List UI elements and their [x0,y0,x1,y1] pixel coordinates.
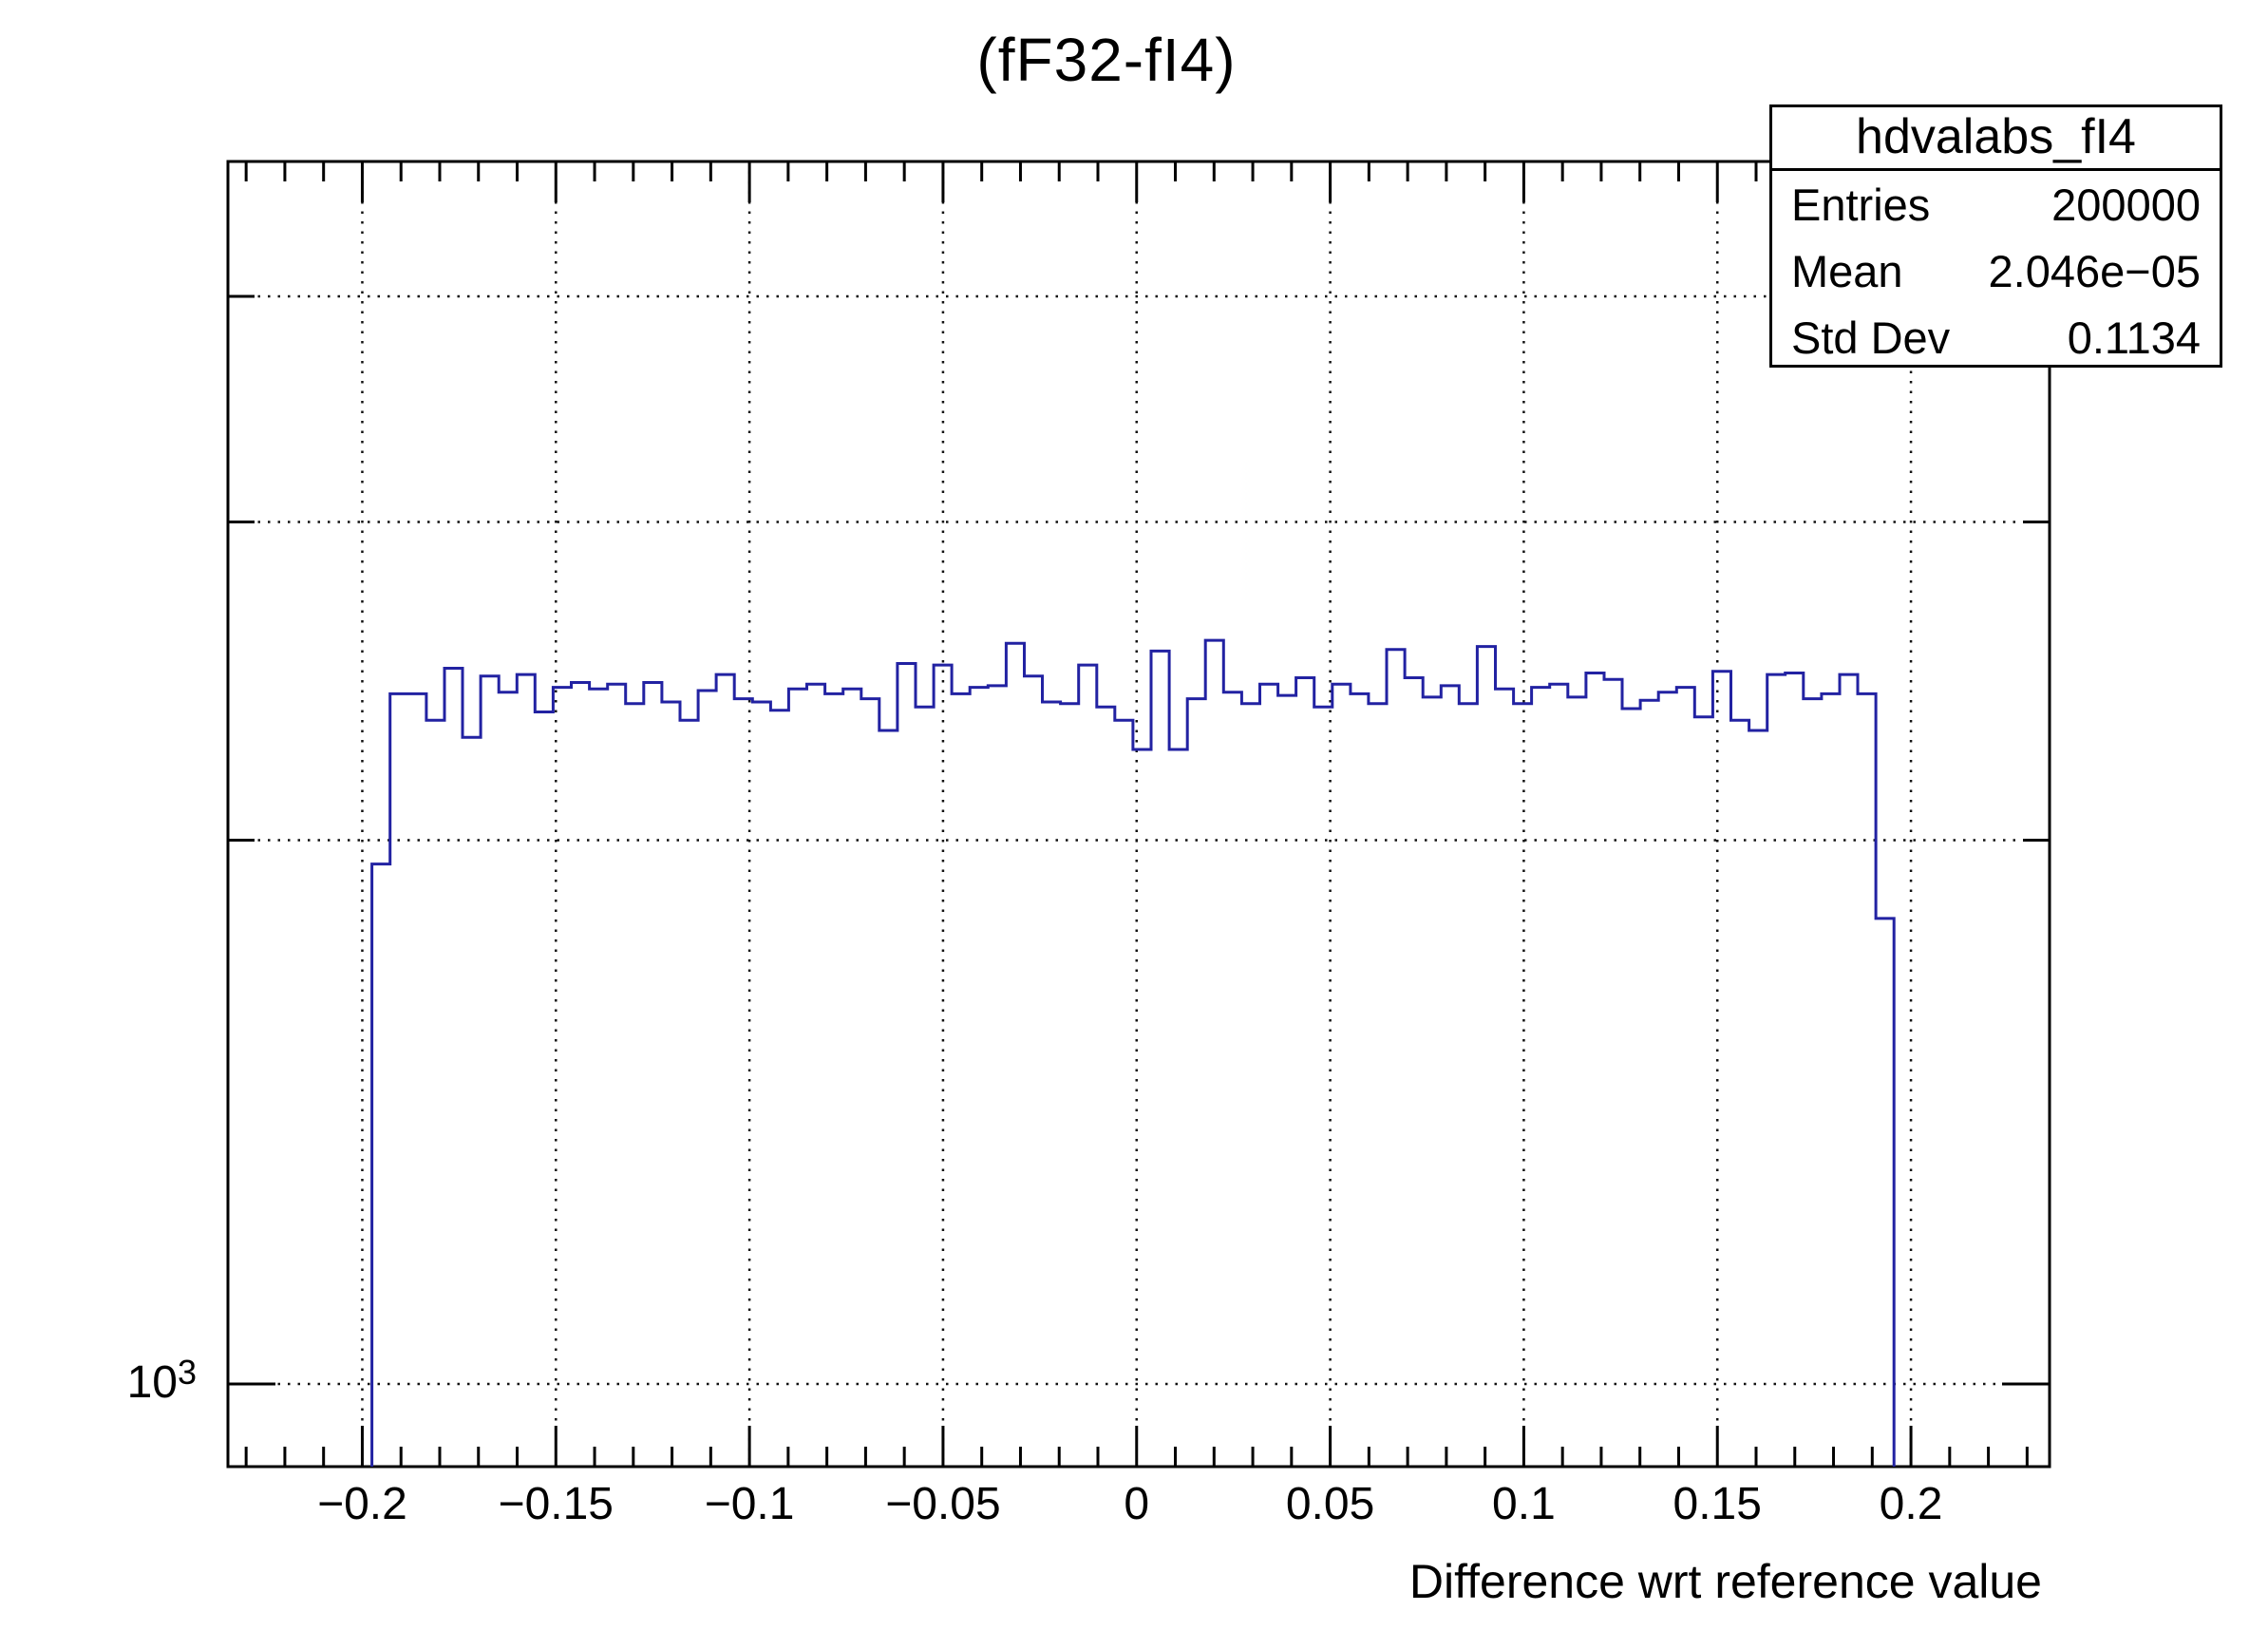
x-tick-label: 0.1 [1492,1479,1556,1529]
y-tick-exponent: 3 [177,1353,197,1392]
stats-stddev-label: Std Dev [1791,313,1951,363]
stats-entries-value: 200000 [2051,180,2201,230]
y-axis-tick-label: 103 [90,1353,197,1409]
stats-row-entries: Entries 200000 [1772,171,2220,237]
x-tick-label: 0 [1124,1479,1150,1529]
stats-mean-label: Mean [1791,246,1903,296]
chart-title: (fF32-fI4) [976,26,1237,94]
plot-frame [226,160,2051,1469]
x-tick-label: 0.2 [1879,1479,1943,1529]
histogram-line [370,638,1896,1467]
stats-row-mean: Mean 2.046e−05 [1772,237,2220,304]
x-tick-label: −0.15 [498,1479,614,1529]
stats-entries-label: Entries [1791,180,1931,230]
y-tick-mantissa: 10 [126,1357,178,1408]
x-tick-label: −0.1 [704,1479,795,1529]
x-axis-title: Difference wrt reference value [1408,1555,2042,1608]
x-tick-label: 0.15 [1673,1479,1762,1529]
stats-box: hdvalabs_fI4 Entries 200000 Mean 2.046e−… [1769,104,2222,368]
stats-box-title: hdvalabs_fI4 [1772,107,2220,171]
stats-stddev-value: 0.1134 [2067,313,2201,363]
stats-row-stddev: Std Dev 0.1134 [1772,304,2220,370]
x-tick-label: −0.2 [317,1479,407,1529]
stats-mean-value: 2.046e−05 [1988,246,2201,296]
x-tick-label: −0.05 [885,1479,1001,1529]
x-tick-label: 0.05 [1285,1479,1375,1529]
